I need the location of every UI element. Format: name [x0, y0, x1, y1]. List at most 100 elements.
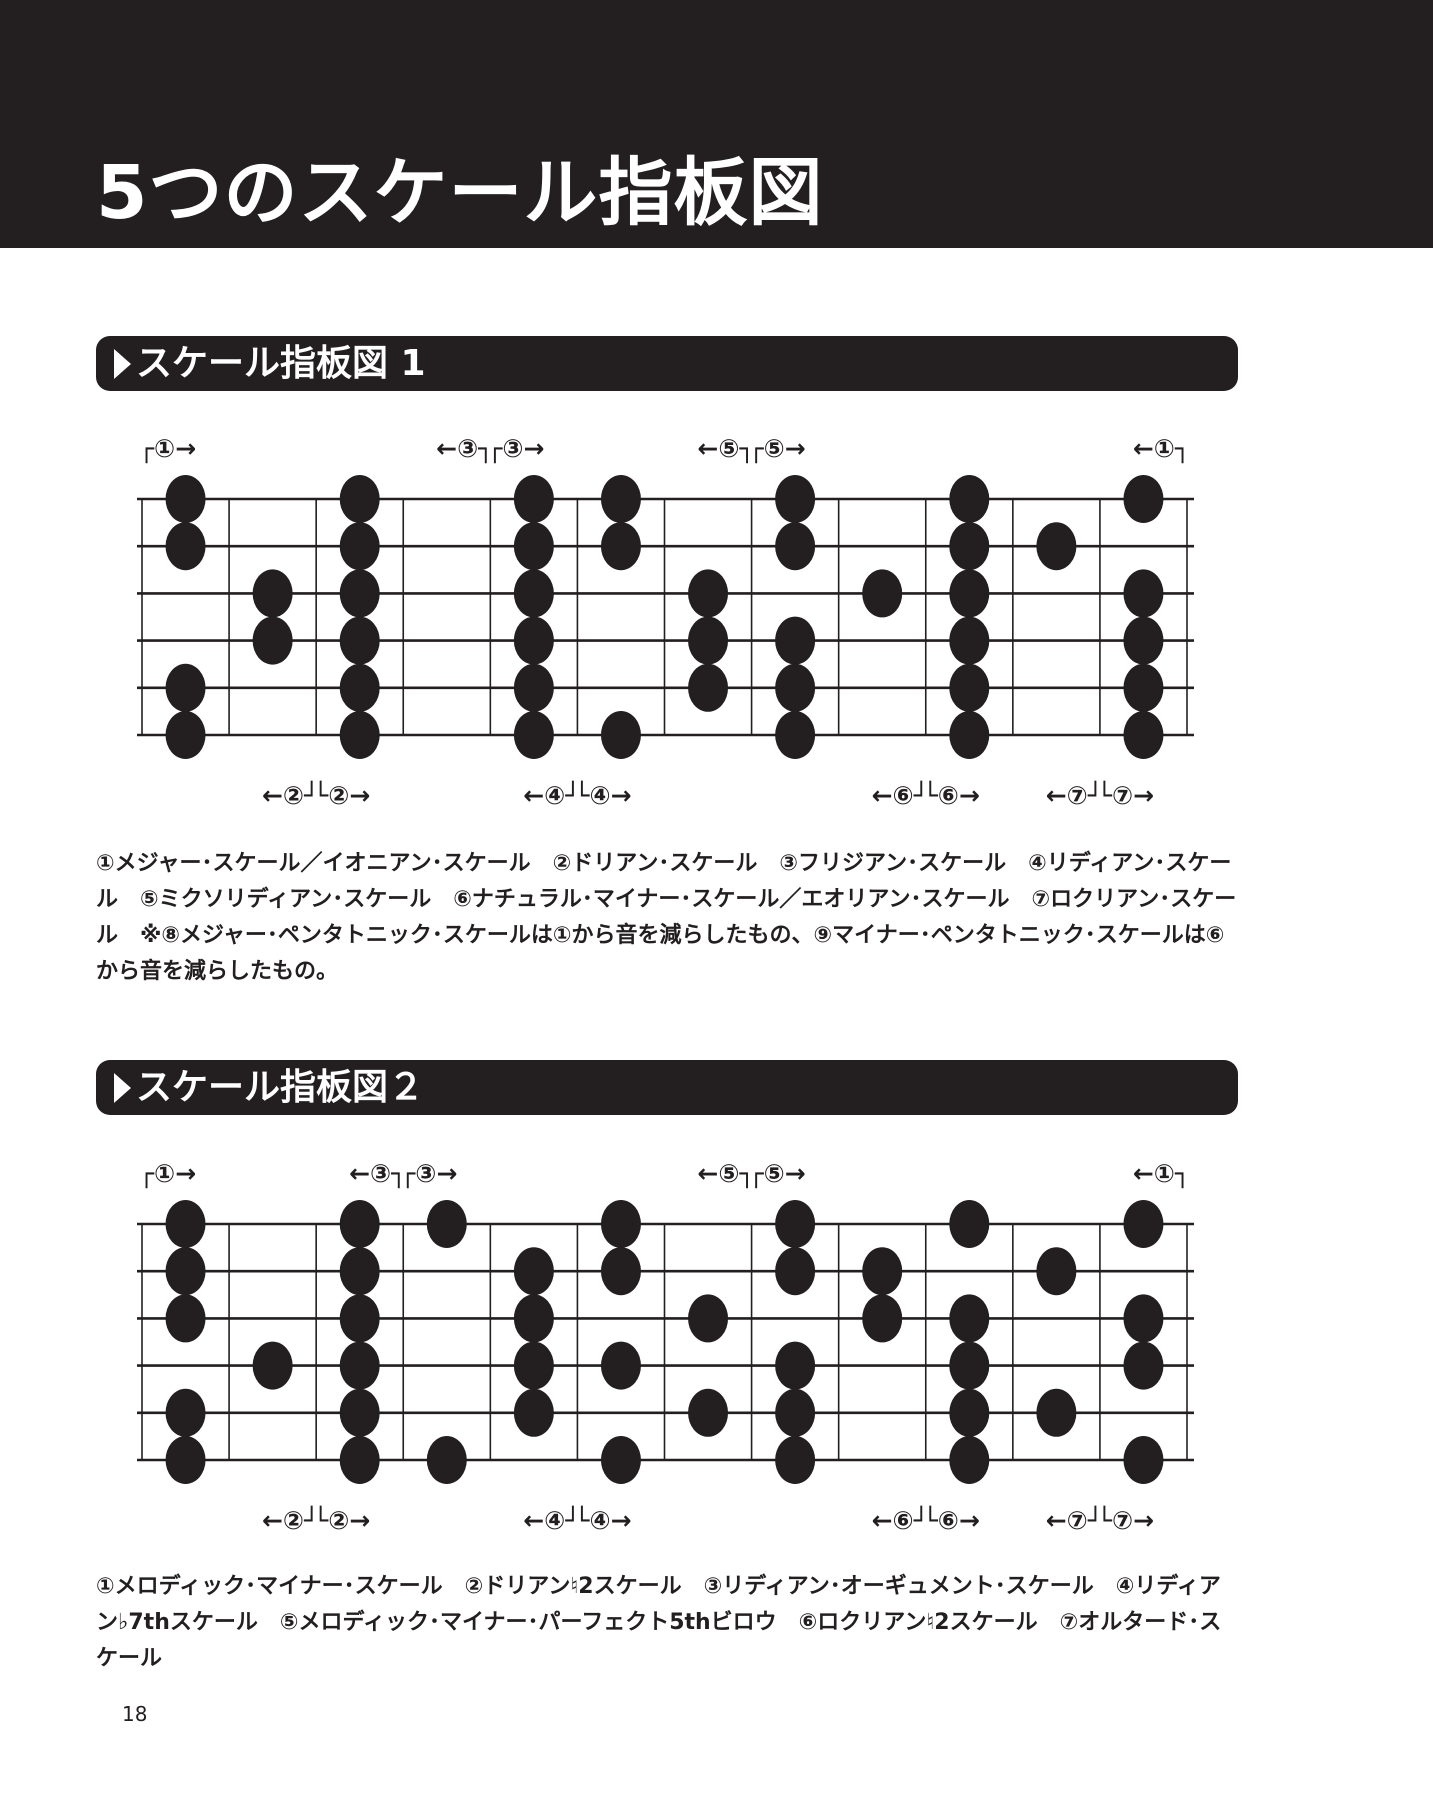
triangle-bullet-icon [114, 349, 131, 379]
scale-note-dot [1123, 1294, 1164, 1343]
caption-1: ①メジャー･スケール／イオニアン･スケール ②ドリアン･スケール ③フリジアン･… [96, 851, 1237, 984]
scale-note-dot [513, 1388, 554, 1437]
scale-note-dot [775, 1341, 816, 1390]
position-range-label: └⑦→ [1097, 1505, 1154, 1535]
section-header-2: スケール指板図２ [96, 1060, 1238, 1115]
scale-note-dot [949, 522, 990, 571]
scale-note-dot [165, 1436, 206, 1484]
scale-note-dot [1123, 1341, 1164, 1390]
scale-note-dot [165, 663, 206, 712]
position-range-label: ←⑦┘ [1046, 780, 1103, 810]
scale-note-dot [252, 1341, 293, 1390]
triangle-bullet-icon [114, 1073, 131, 1103]
scale-note-dot [1036, 1388, 1077, 1437]
scale-note-dot [688, 569, 729, 618]
scale-note-dot [1036, 1247, 1077, 1296]
scale-note-dot [775, 663, 816, 712]
scale-note-dot [775, 1436, 816, 1484]
scale-note-dot [252, 616, 293, 665]
scale-note-dot [688, 1388, 729, 1437]
scale-note-dot [1123, 711, 1164, 759]
position-range-label: ←②┘ [262, 1505, 319, 1535]
scale-note-dot [775, 475, 816, 523]
scale-note-dot [600, 711, 641, 759]
scale-note-dot [1123, 663, 1164, 712]
scale-note-dot [1123, 616, 1164, 665]
scale-note-dot [339, 1294, 380, 1343]
scale-note-dot [339, 616, 380, 665]
scale-note-dot [165, 522, 206, 571]
position-range-label: ←③┐ [436, 434, 493, 464]
scale-note-dot [949, 663, 990, 712]
position-range-label: ←⑤┐ [697, 1159, 754, 1189]
scale-note-dot [775, 1388, 816, 1437]
scale-note-dot [949, 1388, 990, 1437]
scale-note-dot [513, 616, 554, 665]
scale-note-dot [949, 616, 990, 665]
scale-note-dot [339, 475, 380, 523]
section-title: スケール指板図２ [136, 1067, 425, 1108]
position-range-label: ←③┐ [349, 1159, 406, 1189]
caption-2: ①メロディック･マイナー･スケール ②ドリアン♮2スケール ③リディアン･オーギ… [96, 1574, 1222, 1671]
scale-note-dot [513, 1341, 554, 1390]
scale-note-dot [775, 522, 816, 571]
scale-note-dot [862, 1294, 903, 1343]
scale-note-dot [600, 475, 641, 523]
scale-note-dot [775, 711, 816, 759]
scale-note-dot [949, 1341, 990, 1390]
scale-note-dot [513, 711, 554, 759]
scale-note-dot [513, 569, 554, 618]
position-range-label: └②→ [313, 780, 370, 810]
position-range-label: └④→ [574, 1505, 631, 1535]
scale-note-dot [426, 1200, 467, 1248]
position-range-label: ←⑤┐ [697, 434, 754, 464]
scale-note-dot [513, 475, 554, 523]
scale-note-dot [1123, 1200, 1164, 1248]
scale-note-dot [1123, 569, 1164, 618]
scale-note-dot [600, 522, 641, 571]
position-range-label: └②→ [313, 1505, 370, 1535]
scale-note-dot [513, 522, 554, 571]
position-range-label: ←⑦┘ [1046, 1505, 1103, 1535]
scale-note-dot [949, 569, 990, 618]
scale-note-dot [339, 1436, 380, 1484]
scale-note-dot [513, 1294, 554, 1343]
scale-note-dot [949, 1436, 990, 1484]
scale-note-dot [600, 1436, 641, 1484]
page-number: 18 [122, 1702, 148, 1726]
scale-note-dot [339, 569, 380, 618]
scale-note-dot [775, 616, 816, 665]
section-header-1: スケール指板図 1 [96, 336, 1238, 391]
scale-note-dot [949, 1294, 990, 1343]
fretboard-diagram-1: ┌①→ ←③┐┌③→ ←⑤┐┌⑤→ ←①┐ ←②┘└②→ ←④┘└④→ ←⑥┘└⑥→ ←⑦┘└… [137, 434, 1194, 810]
scale-note-dot [339, 522, 380, 571]
position-range-label: ┌⑤→ [749, 434, 806, 464]
position-range-label: └⑥→ [923, 780, 980, 810]
scale-note-dot [513, 663, 554, 712]
position-range-label: ←①┐ [1133, 434, 1190, 464]
scale-note-dot [862, 569, 903, 618]
position-range-label: ←⑥┘ [872, 780, 929, 810]
scale-note-dot [339, 1247, 380, 1296]
scale-note-dot [688, 616, 729, 665]
scale-note-dot [339, 1341, 380, 1390]
scale-note-dot [688, 1294, 729, 1343]
scale-note-dot [165, 1200, 206, 1248]
scale-note-dot [339, 1200, 380, 1248]
scale-note-dot [949, 475, 990, 523]
position-range-label: ←⑥┘ [872, 1505, 929, 1535]
scale-note-dot [165, 1247, 206, 1296]
position-range-label: ←②┘ [262, 780, 319, 810]
position-range-label: ┌③→ [400, 1159, 457, 1189]
scale-note-dot [775, 1247, 816, 1296]
scale-note-dot [600, 1200, 641, 1248]
position-range-label: ┌⑤→ [749, 1159, 806, 1189]
scale-note-dot [862, 1247, 903, 1296]
section-title: スケール指板図 1 [136, 343, 426, 384]
scale-note-dot [165, 711, 206, 759]
position-range-label: ┌①→ [139, 1159, 196, 1189]
scale-note-dot [339, 1388, 380, 1437]
scale-note-dot [1123, 475, 1164, 523]
position-range-label: ┌①→ [139, 434, 196, 464]
scale-note-dot [600, 1341, 641, 1390]
